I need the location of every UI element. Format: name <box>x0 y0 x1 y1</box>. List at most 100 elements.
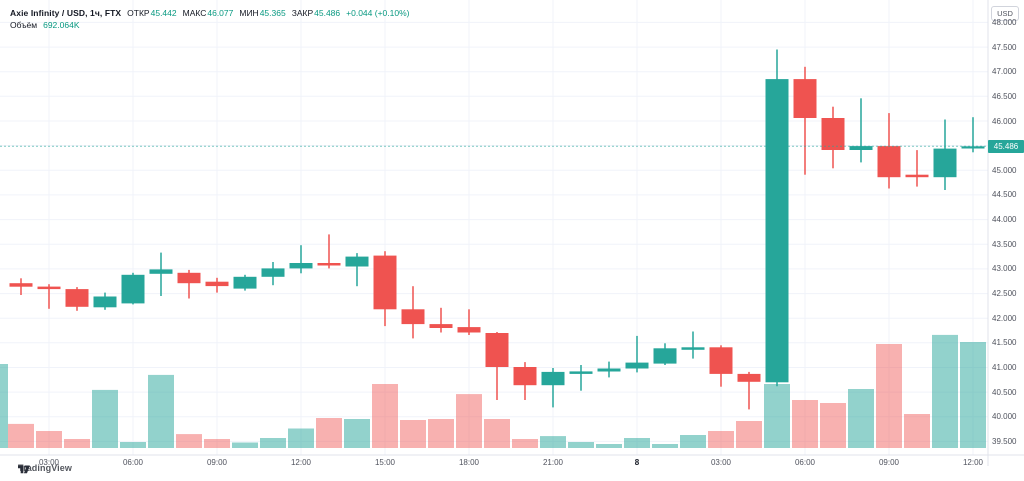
price-axis-label: 46.000 <box>992 116 1017 126</box>
price-axis-label: 47.000 <box>992 67 1017 77</box>
high-label: МАКС <box>182 8 207 18</box>
candle-body <box>541 371 565 386</box>
volume-value: 692.064K <box>43 20 80 30</box>
time-axis[interactable]: 03:00 06:00 09:00 12:00 15:00 18:00 21:00 8 03:0… <box>0 455 988 471</box>
ohlc-high: МАКС 46.077 <box>183 7 234 19</box>
candle-body <box>737 373 761 382</box>
candle-body <box>513 367 537 386</box>
candle-body <box>933 148 957 178</box>
volume-bar <box>736 421 762 448</box>
candle-body <box>821 118 845 150</box>
time-axis-label: 06:00 <box>122 458 144 467</box>
candle-body <box>681 347 705 350</box>
price-axis-label: 44.000 <box>992 215 1017 225</box>
candle-body <box>653 348 677 364</box>
price-axis-label: 43.500 <box>992 239 1017 249</box>
tradingview-logo[interactable]: TradingView <box>18 463 72 474</box>
candle-body <box>345 256 369 267</box>
price-axis-label: 41.000 <box>992 363 1017 372</box>
low-label: МИН <box>239 8 259 18</box>
candle-body <box>709 347 733 374</box>
high-value: 46.077 <box>207 8 234 18</box>
price-axis-label: 42.500 <box>992 289 1017 299</box>
price-axis-label: 45.000 <box>992 165 1017 175</box>
time-axis-label: 09:00 <box>878 458 900 467</box>
candle-body <box>9 283 33 287</box>
price-axis-label: 41.500 <box>992 338 1017 348</box>
price-axis-label: 47.500 <box>992 42 1017 52</box>
legend-row-volume: Объём 692.064K <box>10 19 409 31</box>
time-axis-label: 15:00 <box>374 458 396 467</box>
candle-body <box>597 368 621 372</box>
last-price-tag: 45.486 <box>988 139 1024 153</box>
candle-body <box>793 79 817 118</box>
close-label: ЗАКР <box>291 8 314 18</box>
volume-bar <box>120 442 146 448</box>
volume-bar <box>288 428 314 448</box>
time-axis-label: 09:00 <box>206 458 228 467</box>
candle-body <box>93 296 117 308</box>
volume-bar <box>344 419 370 448</box>
volume-bar <box>372 384 398 448</box>
volume-bar <box>232 442 258 448</box>
volume-bar <box>764 384 790 448</box>
currency-toggle-button[interactable]: USD <box>991 6 1019 21</box>
volume-label: Объём <box>10 20 38 30</box>
volume-bar-partial <box>0 364 8 448</box>
candle-body <box>625 362 649 369</box>
candle-body <box>457 327 481 333</box>
candle-body <box>233 276 257 289</box>
tradingview-logo-text: TradingView <box>18 463 72 473</box>
volume-bar <box>960 342 986 448</box>
candle-body <box>149 269 173 274</box>
legend-row-main: Axie Infinity / USD, 1ч, FTX ОТКР 45.442… <box>10 7 409 19</box>
volume-bar <box>848 389 874 448</box>
price-axis-label: 48.000 <box>992 17 1017 27</box>
volume-bar <box>792 400 818 448</box>
volume-bar <box>624 438 650 448</box>
candle-body <box>401 309 425 325</box>
volume-bar <box>148 374 174 448</box>
price-axis[interactable]: USD 48.000 47.500 47.000 46.500 46.000 45.000… <box>988 0 1024 455</box>
volume-bar <box>596 444 622 448</box>
volume-bar <box>652 444 678 448</box>
candle-body <box>317 263 341 266</box>
volume-bar <box>568 442 594 448</box>
candle-body <box>177 272 201 284</box>
price-axis-label: 46.500 <box>992 91 1017 101</box>
volume-bar <box>512 439 538 448</box>
price-axis-label: 40.500 <box>992 387 1017 397</box>
ohlc-low: МИН 45.365 <box>239 7 285 19</box>
volume-bar <box>8 423 34 448</box>
volume-bar <box>176 434 202 448</box>
volume-bar <box>204 439 230 448</box>
tradingview-logo-icon <box>18 465 30 474</box>
chart-legend: Axie Infinity / USD, 1ч, FTX ОТКР 45.442… <box>10 7 409 31</box>
price-axis-label: 44.500 <box>992 190 1017 200</box>
volume-bar <box>316 418 342 448</box>
change-value: +0.044 (+0.10%) <box>346 8 410 18</box>
price-axis-label: 39.500 <box>992 436 1017 446</box>
volume-bar <box>484 419 510 448</box>
close-value: 45.486 <box>314 8 341 18</box>
volume-bar <box>400 420 426 448</box>
candle-body <box>261 268 285 277</box>
volume-bar <box>428 419 454 448</box>
candle-body <box>765 79 789 383</box>
time-axis-label: 12:00 <box>290 458 312 467</box>
volume-bar <box>456 394 482 448</box>
time-axis-label: 18:00 <box>458 458 480 467</box>
candle-body <box>569 371 593 374</box>
symbol-title[interactable]: Axie Infinity / USD, 1ч, FTX <box>10 8 122 18</box>
volume-bar <box>92 389 118 448</box>
volume-bar <box>680 435 706 448</box>
candle-body <box>37 286 61 290</box>
candle-body <box>485 333 509 367</box>
price-axis-label: 40.000 <box>992 412 1017 422</box>
open-value: 45.442 <box>150 8 177 18</box>
candle-body <box>849 146 873 150</box>
low-value: 45.365 <box>259 8 286 18</box>
candle-body <box>373 255 397 310</box>
open-label: ОТКР <box>127 8 150 18</box>
